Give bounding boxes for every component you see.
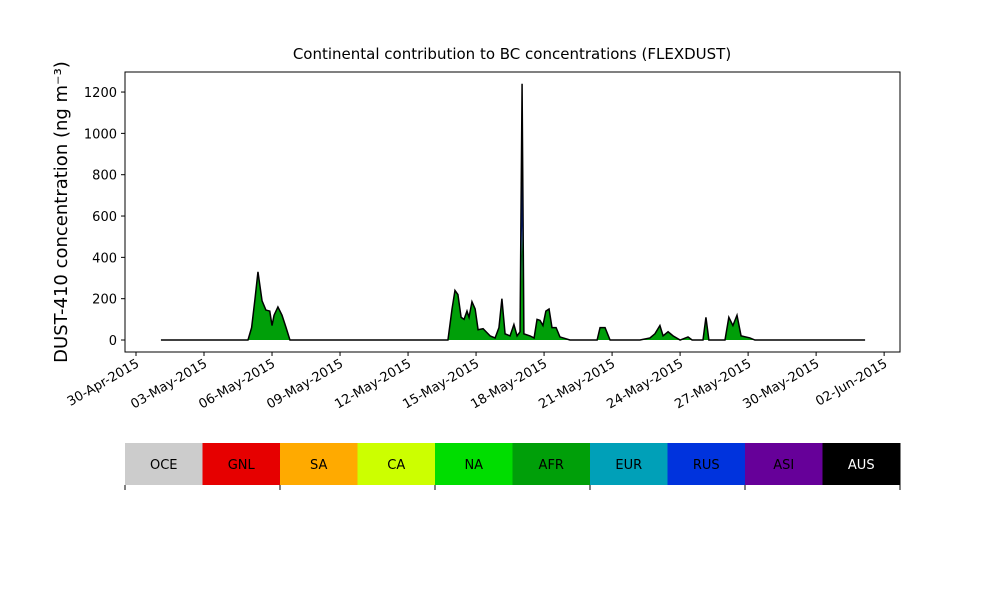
area	[160, 226, 866, 341]
legend-label: CA	[387, 458, 405, 473]
x-tick-label: 12-May-2015	[332, 356, 414, 412]
chart-title: Continental contribution to BC concentra…	[293, 45, 731, 63]
legend-label: AUS	[848, 458, 875, 473]
legend-swatch	[125, 443, 203, 485]
x-tick-label: 27-May-2015	[672, 356, 754, 412]
y-tick-label: 200	[92, 293, 117, 308]
x-tick-label: 30-May-2015	[740, 356, 822, 412]
legend-swatch	[435, 443, 513, 485]
y-tick-label: 400	[92, 251, 117, 266]
legend-label: NA	[464, 458, 483, 473]
y-tick-label: 1000	[84, 127, 117, 142]
y-axis-label: DUST-410 concentration (ng m⁻³)	[51, 61, 72, 363]
legend-swatch	[202, 443, 281, 485]
legend-label: GNL	[228, 458, 256, 473]
x-tick-label: 15-May-2015	[400, 356, 482, 412]
x-tick-label: 02-Jun-2015	[813, 356, 890, 409]
legend-label: OCE	[150, 458, 178, 473]
legend-label: AFR	[539, 458, 564, 473]
y-tick-label: 800	[92, 169, 117, 184]
x-tick-label: 03-May-2015	[128, 356, 210, 412]
legend-swatch	[357, 443, 436, 485]
x-tick-label: 09-May-2015	[264, 356, 346, 412]
total-outline	[160, 83, 866, 341]
x-tick-label: 21-May-2015	[536, 356, 618, 412]
legend-swatch	[280, 443, 358, 485]
legend-label: SA	[310, 458, 327, 473]
x-tick-label: 24-May-2015	[604, 356, 686, 412]
legend-label: RUS	[693, 458, 720, 473]
legend-label: ASI	[773, 458, 794, 473]
plot-frame	[124, 71, 901, 353]
legend-label: EUR	[615, 458, 642, 473]
legend-swatch	[512, 443, 591, 485]
y-tick-label: 1200	[84, 86, 117, 101]
legend-swatch	[590, 443, 668, 485]
y-tick-label: 600	[92, 210, 117, 225]
legend-swatch	[822, 443, 901, 485]
x-tick-label: 18-May-2015	[468, 356, 550, 412]
y-tick-label: 0	[109, 334, 117, 349]
legend-swatch	[667, 443, 746, 485]
area	[160, 83, 866, 341]
legend-swatch	[745, 443, 823, 485]
x-tick-label: 06-May-2015	[196, 356, 278, 412]
